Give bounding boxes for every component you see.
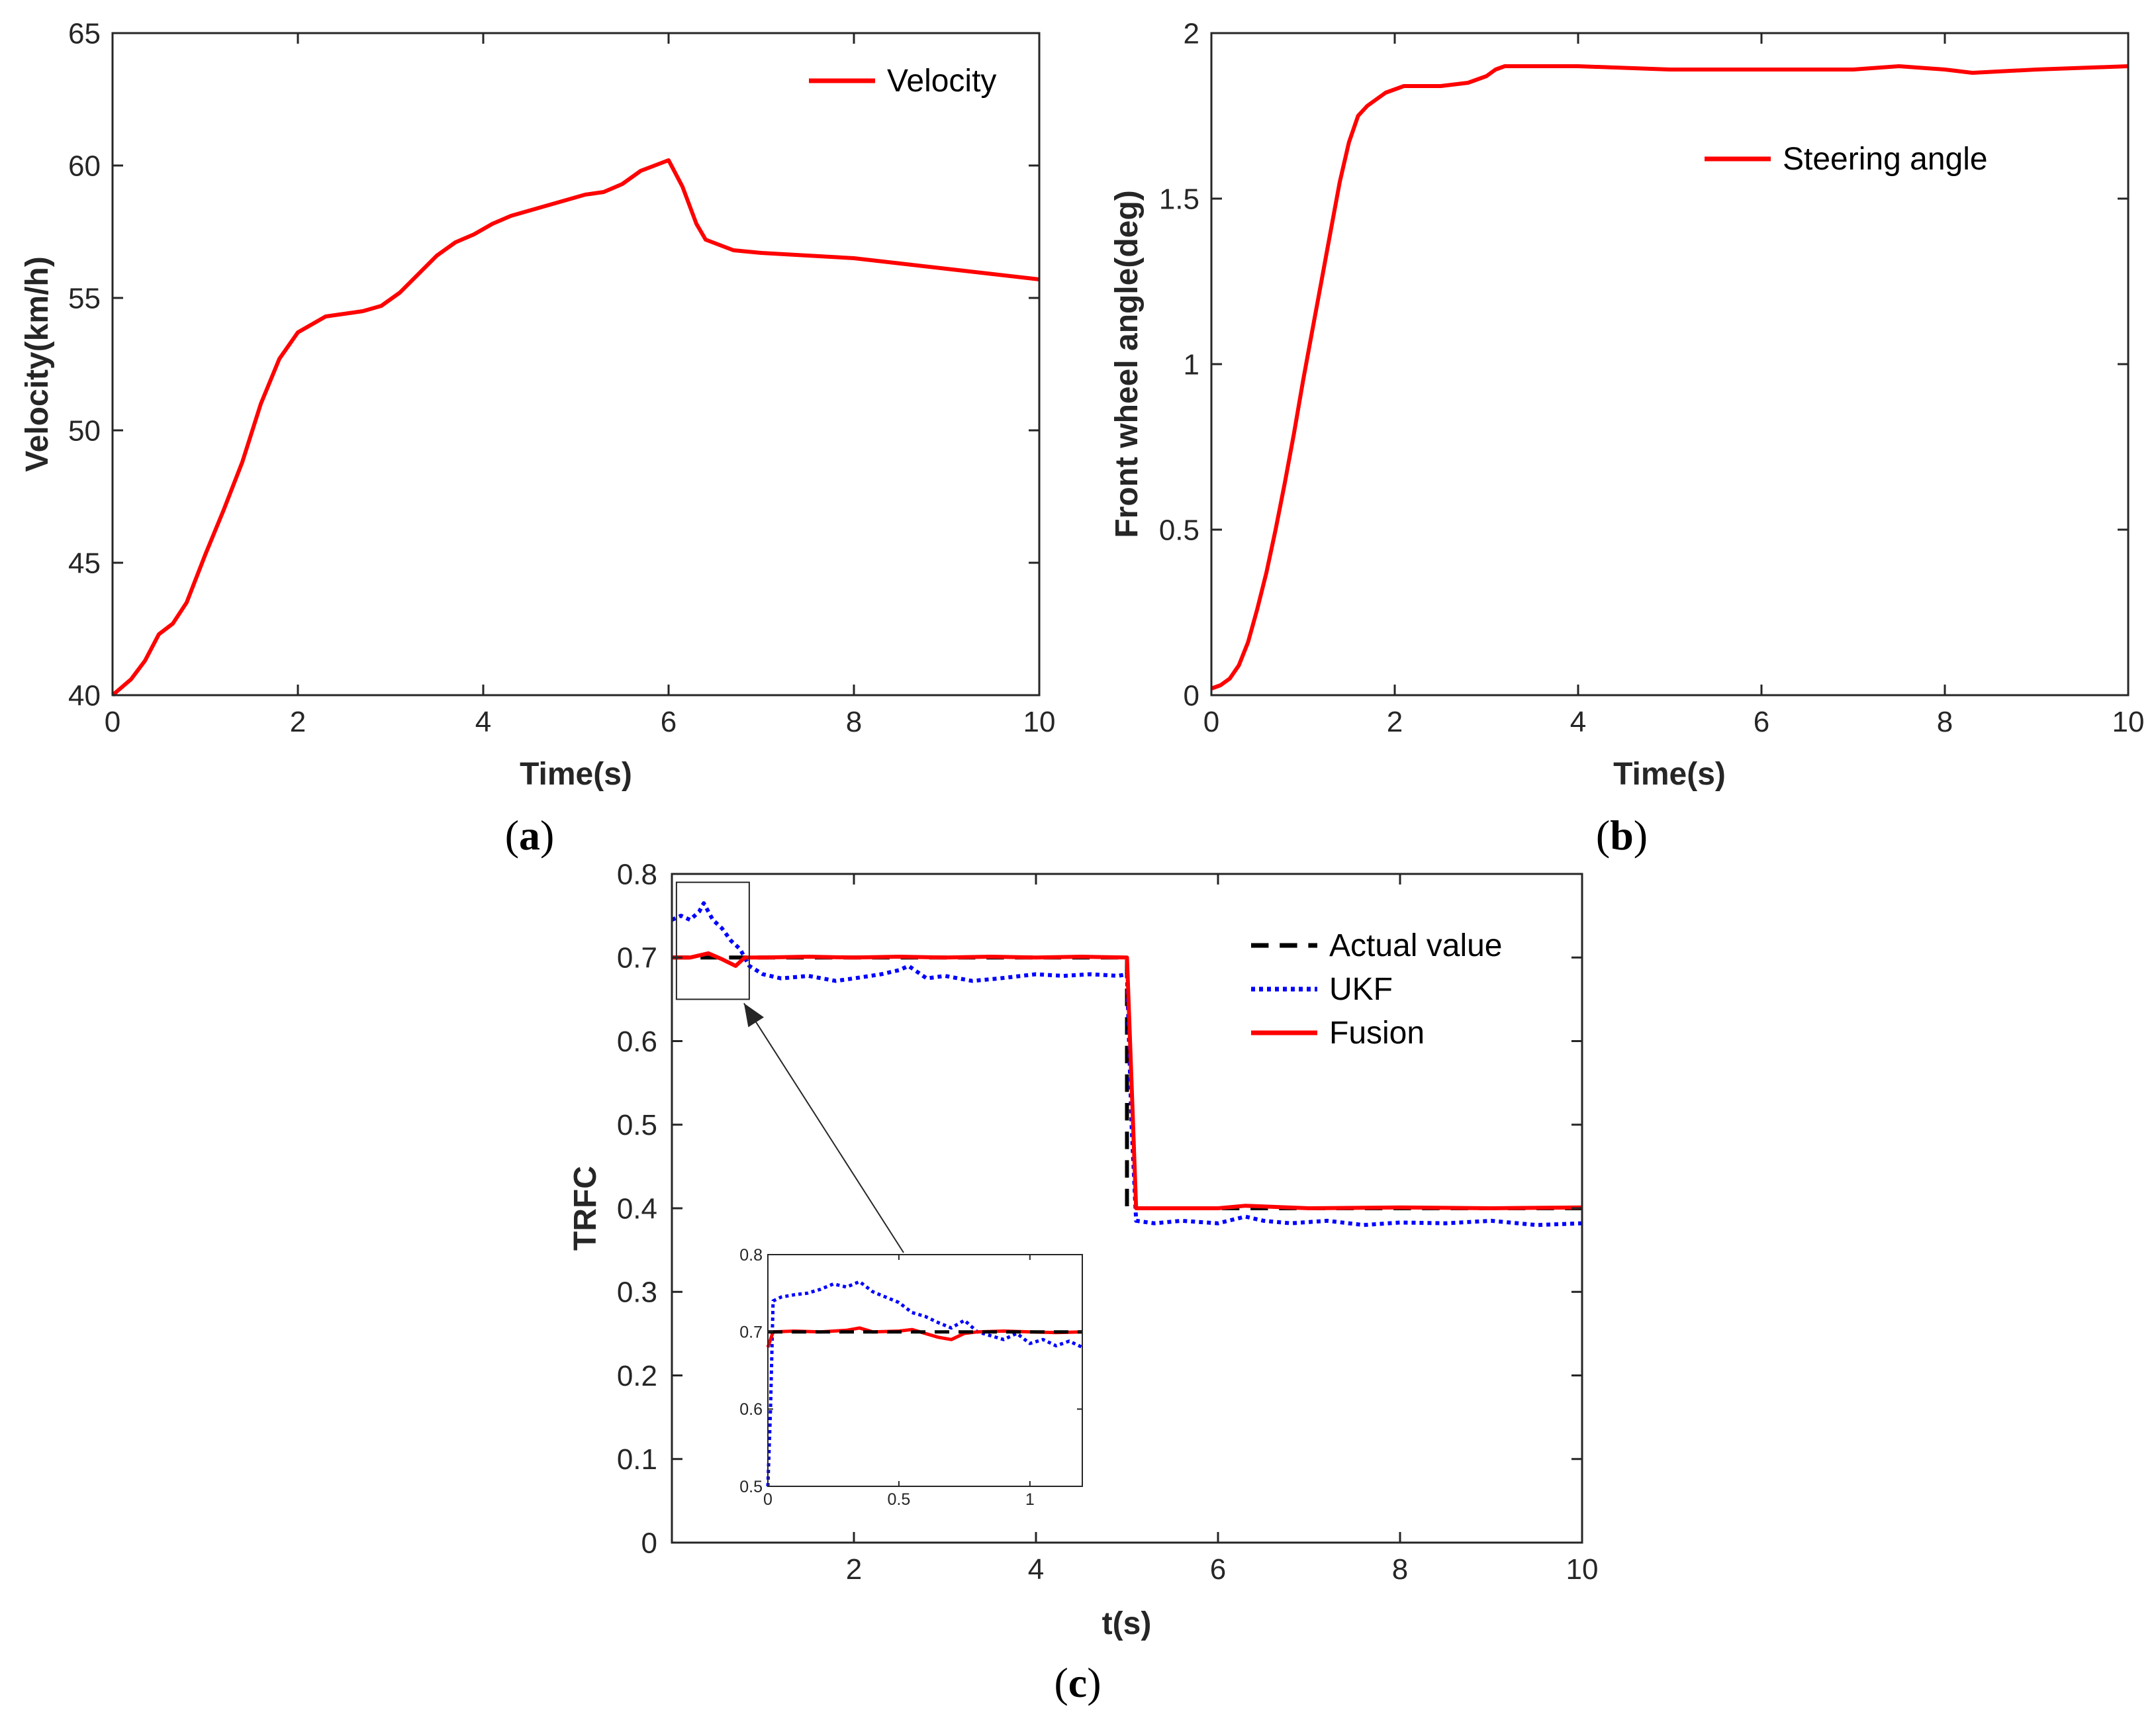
panel-c-inset-x-tick-label: 0 — [763, 1490, 773, 1509]
panel-c-inset-x-tick-label: 1 — [1025, 1490, 1035, 1509]
panel-c-series-actual-value — [672, 955, 1582, 1210]
panel-c-y-tick-label: 0.5 — [617, 1109, 657, 1141]
panel-b-y-tick-label: 1.5 — [1159, 183, 1199, 215]
panel-b-y-tick-label: 0.5 — [1159, 514, 1199, 546]
panel-c-inset-y-tick-label: 0.8 — [739, 1246, 763, 1265]
panel-b-x-axis-label: Time(s) — [1613, 757, 1726, 792]
panel-c-legend-label: UKF — [1329, 972, 1393, 1007]
panel-a-y-axis-label: Velocity(km/h) — [20, 256, 55, 471]
panel-c-caption: (c) — [1054, 1659, 1101, 1706]
panel-a-velocity-chart: 0 2 4 6 8 10 40 45 50 55 60 65 Velocity Time(s) Vel… — [20, 17, 1055, 859]
panel-c-x-tick-label: 6 — [1210, 1553, 1226, 1586]
panel-c-inset-series-ukf — [766, 1280, 1084, 1487]
panel-c-y-axis-label: TRFC — [568, 1166, 603, 1251]
panel-b-y-axis-label: Front wheel angle(deg) — [1109, 190, 1145, 538]
panel-c-y-tick-label: 0.1 — [617, 1443, 657, 1476]
panel-c-inset-x-tick-label: 0.5 — [888, 1490, 911, 1509]
panel-b-x-tick-label: 2 — [1387, 706, 1403, 738]
panel-a-x-tick-label: 10 — [1023, 706, 1056, 738]
panel-c-x-tick-label: 2 — [846, 1553, 862, 1586]
panel-c-y-tick-label: 0.8 — [617, 858, 657, 890]
panel-a-y-tick-label: 65 — [68, 17, 101, 50]
panel-b-x-tick-label: 6 — [1754, 706, 1769, 738]
panel-b-caption: (b) — [1596, 812, 1648, 859]
panel-c-y-tick-label: 0 — [641, 1527, 657, 1559]
panel-b-legend-label: Steering angle — [1783, 142, 1988, 177]
panel-c-series-ukf — [671, 901, 1583, 1227]
panel-c-zoom-box — [675, 881, 750, 1000]
panel-a-x-tick-label: 6 — [661, 706, 677, 738]
panel-c-y-tick-label: 0.6 — [617, 1026, 657, 1058]
panel-a-x-tick-label: 0 — [105, 706, 120, 738]
panel-b-y-tick-label: 2 — [1184, 17, 1199, 50]
panel-c-zoom-arrow-head — [743, 1003, 764, 1028]
panel-b-x-tick-label: 10 — [2112, 706, 2145, 738]
panel-b-x-tick-label: 8 — [1937, 706, 1953, 738]
panel-c-inset-y-tick-label: 0.7 — [739, 1323, 763, 1341]
panel-b-y-tick-label: 0 — [1184, 679, 1199, 712]
panel-c-x-tick-label: 10 — [1566, 1553, 1599, 1586]
panel-a-x-tick-label: 4 — [475, 706, 491, 738]
panel-c-series-fusion — [672, 951, 1583, 1210]
panel-a-x-axis-label: Time(s) — [520, 757, 632, 792]
panel-a-x-tick-label: 2 — [290, 706, 306, 738]
panel-a-y-tick-label: 45 — [68, 547, 101, 579]
panel-c-inset-y-tick-label: 0.5 — [739, 1478, 763, 1496]
panel-b-series-steering-angle — [1210, 64, 2129, 691]
panel-a-y-tick-label: 60 — [68, 150, 101, 182]
panel-a-y-tick-label: 55 — [68, 282, 101, 314]
panel-c-zoom-arrow-line — [743, 1002, 904, 1253]
panel-b-axes-frame — [1210, 32, 2130, 696]
panel-c-inset-background — [768, 1255, 1082, 1486]
panel-c-x-axis-label: t(s) — [1102, 1606, 1152, 1641]
panel-b-x-tick-label: 4 — [1570, 706, 1586, 738]
panel-a-x-tick-label: 8 — [846, 706, 862, 738]
panel-c-legend-label: Fusion — [1329, 1016, 1425, 1051]
panel-b-x-tick-label: 0 — [1203, 706, 1219, 738]
panel-c-inset-frame — [767, 1254, 1083, 1487]
panel-a-legend-label: Velocity — [887, 64, 996, 99]
panel-c-inset-y-tick-label: 0.6 — [739, 1400, 763, 1419]
panel-b-y-tick-label: 1 — [1184, 348, 1199, 381]
panel-c-y-tick-label: 0.4 — [617, 1192, 657, 1225]
panel-a-series-velocity — [111, 158, 1040, 697]
panel-c-x-tick-label: 8 — [1392, 1553, 1408, 1586]
panel-a-axes-frame — [111, 32, 1041, 696]
panel-c-y-tick-label: 0.2 — [617, 1360, 657, 1392]
panel-a-y-tick-label: 50 — [68, 414, 101, 447]
panel-a-caption: (a) — [505, 812, 555, 859]
panel-a-y-tick-label: 40 — [68, 679, 101, 712]
panel-c-y-tick-label: 0.3 — [617, 1276, 657, 1309]
panel-c-y-tick-label: 0.7 — [617, 942, 657, 975]
panel-c-legend-label: Actual value — [1329, 928, 1503, 963]
panel-c-x-tick-label: 4 — [1028, 1553, 1044, 1586]
